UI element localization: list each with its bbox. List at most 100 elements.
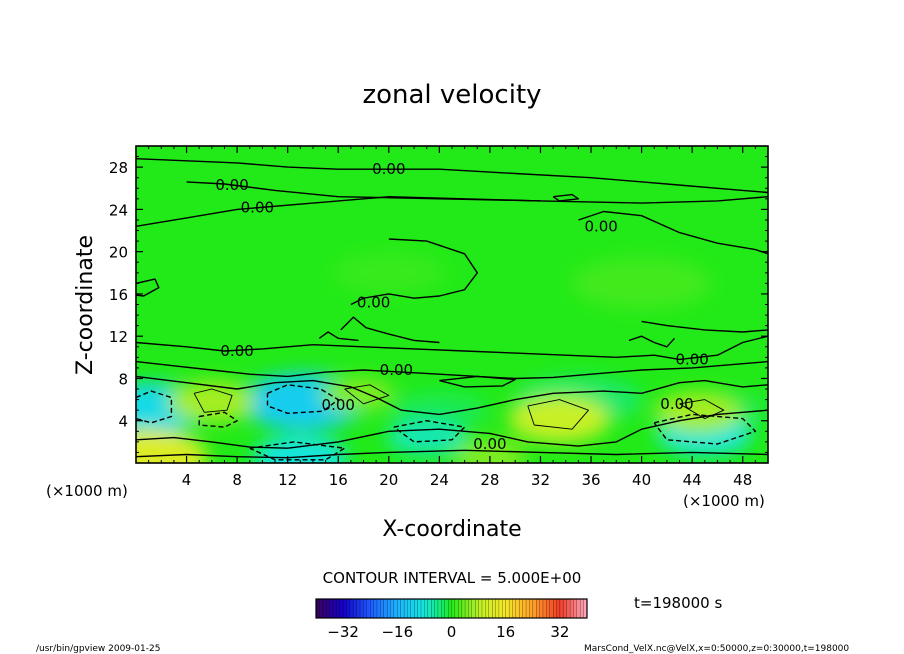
x-tick-label: 40	[632, 471, 651, 489]
colorbar-swatch	[444, 598, 449, 619]
colorbar-swatch	[437, 598, 442, 619]
contour-line	[340, 316, 440, 344]
colorbar-swatch	[478, 598, 483, 619]
contour-line	[136, 409, 768, 449]
footer-right: MarsCond_VelX.nc@VelX,x=0:50000,z=0:3000…	[584, 644, 849, 654]
colorbar-swatch	[356, 598, 361, 619]
contour-line	[136, 195, 541, 227]
colorbar-swatch	[461, 598, 466, 619]
colorbar-swatch	[536, 598, 541, 619]
colorbar-swatch	[522, 598, 527, 619]
colorbar-swatch	[431, 598, 435, 619]
colorbar-swatch	[539, 598, 544, 619]
x-tick-label: 12	[278, 471, 297, 489]
colorbar-swatch	[332, 598, 337, 619]
colorbar-swatch	[339, 598, 344, 619]
colorbar-swatch	[363, 598, 368, 619]
contour-line-negative	[198, 411, 238, 428]
colorbar-swatch	[569, 598, 574, 619]
colorbar-swatch	[508, 598, 513, 619]
colorbar-swatch	[454, 598, 459, 619]
colorbar-swatch	[373, 598, 378, 619]
colorbar-swatch	[525, 598, 530, 619]
colorbar-swatch	[529, 598, 534, 619]
colorbar-swatch	[573, 598, 578, 619]
colorbar-swatch	[481, 598, 486, 619]
colorbar-swatch	[505, 598, 510, 619]
colorbar-swatch	[576, 598, 581, 619]
x-unit-left: (×1000 m)	[46, 482, 128, 500]
x-tick-label: 24	[430, 471, 449, 489]
colorbar-swatch	[326, 598, 330, 619]
x-axis-label: X-coordinate	[382, 517, 521, 542]
colorbar-swatch	[397, 598, 402, 619]
colorbar-swatch	[495, 598, 500, 619]
colorbar-swatch	[410, 598, 415, 619]
colorbar-swatch	[359, 598, 364, 619]
colorbar-swatch	[468, 598, 473, 619]
contour-line	[552, 193, 580, 202]
y-tick-label: 28	[109, 159, 128, 177]
colorbar-swatch	[417, 598, 422, 619]
colorbar-swatch	[556, 598, 561, 619]
contour-line	[136, 449, 768, 459]
colorbar-swatch	[383, 598, 388, 619]
contour-line-negative	[249, 441, 346, 461]
colorbar-swatch	[512, 598, 517, 619]
field-positive-region	[320, 377, 395, 412]
colorbar-swatch	[414, 598, 419, 619]
colorbar-swatch	[451, 598, 456, 619]
colorbar-swatch	[502, 598, 507, 619]
colorbar-swatch	[563, 598, 568, 619]
contour-line	[136, 335, 768, 361]
colorbar-swatch	[566, 598, 571, 619]
colorbar-swatch	[447, 598, 452, 619]
contour-line	[439, 375, 516, 388]
contour-interval: CONTOUR INTERVAL = 5.000E+00	[323, 569, 582, 587]
contour-line	[578, 210, 768, 255]
colorbar-swatch	[498, 598, 503, 619]
contour-line	[136, 375, 768, 416]
colorbar-swatch	[349, 598, 354, 619]
contour-line-negative	[653, 413, 757, 445]
colorbar-swatch	[390, 598, 395, 619]
colorbar-swatch	[434, 598, 439, 619]
contour-label: 0.00	[380, 361, 413, 379]
field-shade	[332, 251, 445, 294]
colorbar-swatch	[471, 598, 476, 619]
field-negative-region	[252, 435, 348, 463]
colorbar-tick-label: −16	[381, 623, 413, 641]
contour-line-positive	[344, 384, 390, 405]
x-tick-label: 28	[480, 471, 499, 489]
field-positive-region	[168, 381, 256, 423]
colorbar-swatch	[353, 598, 358, 619]
x-tick-label: 44	[683, 471, 702, 489]
colorbar-swatch	[559, 598, 564, 619]
colorbar-tick-label: 32	[550, 623, 569, 641]
y-tick-label: 4	[118, 413, 128, 431]
colorbar-swatch	[420, 598, 425, 619]
colorbar-swatch	[427, 598, 432, 619]
colorbar-swatch	[464, 598, 469, 619]
contour-line	[136, 158, 768, 194]
colorbar-frame	[315, 598, 588, 619]
x-tick-label: 4	[182, 471, 192, 489]
colorbar-tick-label: 16	[496, 623, 515, 641]
contour-line	[628, 335, 676, 348]
colorbar-swatch	[542, 598, 547, 619]
colorbar-swatch	[319, 598, 324, 619]
contour-label: 0.00	[322, 396, 355, 414]
colorbar-swatch	[329, 598, 334, 619]
colorbar-tick-label: 0	[447, 623, 457, 641]
field-shade	[571, 257, 712, 310]
contour-line-negative	[266, 384, 339, 414]
contour-label: 0.00	[473, 435, 506, 453]
colorbar-tick-label: −32	[327, 623, 359, 641]
footer-left: /usr/bin/gpview 2009-01-25	[36, 644, 160, 654]
colorbar-swatch	[393, 598, 398, 619]
colorbar-swatch	[424, 598, 429, 619]
contour-line-negative	[393, 420, 466, 443]
contour-line-positive	[527, 399, 589, 430]
contour-line	[318, 331, 359, 342]
x-unit-right: (×1000 m)	[683, 492, 765, 510]
